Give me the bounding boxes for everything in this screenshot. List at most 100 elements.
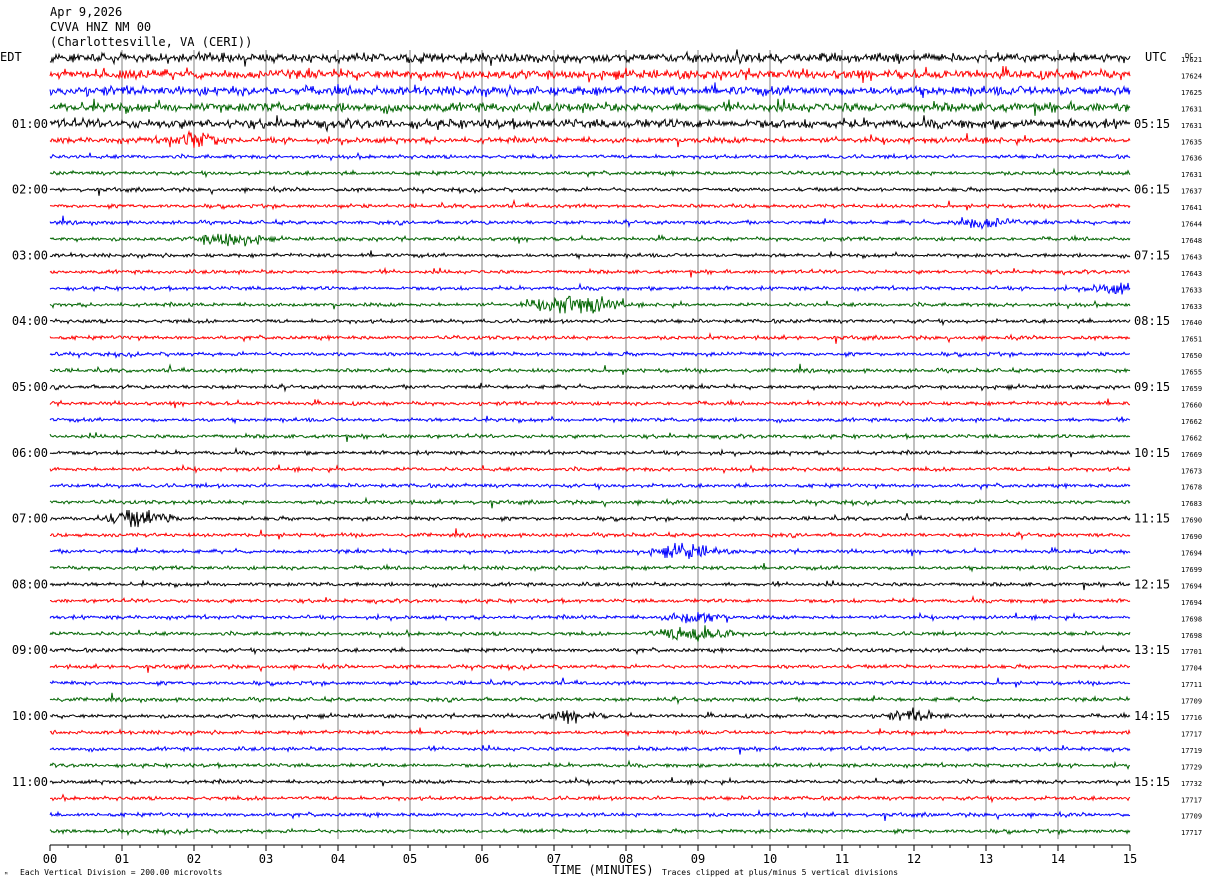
dc-offset-label: 17643	[1181, 270, 1202, 278]
dc-offset-label: 17662	[1181, 418, 1202, 426]
seismic-trace	[49, 250, 1131, 260]
right-hour-label: 10:15	[1134, 446, 1170, 460]
seismic-trace	[49, 266, 1131, 278]
dc-offset-label: 17650	[1181, 352, 1202, 360]
right-hour-label: 12:15	[1134, 577, 1170, 591]
seismic-trace	[49, 707, 1131, 724]
dc-offset-label: 17709	[1181, 813, 1202, 821]
minute-gridlines	[121, 50, 1059, 840]
right-hour-labels: 05:15 06:15 07:15 08:15 09:15 10:15 11:15 12:15…	[1134, 117, 1170, 789]
left-hour-label: 04:00	[12, 314, 48, 328]
seismic-trace	[49, 481, 1131, 491]
dc-offset-label: 17669	[1181, 451, 1202, 459]
station-label: CVVA HNZ NM 00	[50, 20, 151, 34]
dc-offset-label: 17729	[1181, 763, 1202, 771]
seismic-trace	[49, 776, 1131, 787]
seismic-trace	[49, 563, 1131, 573]
seismic-trace	[49, 317, 1131, 327]
seismic-trace	[49, 129, 1131, 149]
dc-offset-label: 17660	[1181, 401, 1202, 409]
seismic-trace	[49, 827, 1131, 837]
dc-offset-label: 17643	[1181, 253, 1202, 261]
right-hour-label: 07:15	[1134, 248, 1170, 262]
scale-icon: ᴹ	[4, 871, 8, 879]
seismic-trace	[49, 744, 1131, 755]
right-hour-label: 15:15	[1134, 775, 1170, 789]
seismic-trace	[49, 528, 1131, 541]
dc-offset-label: 17651	[1181, 336, 1202, 344]
dc-offset-label: 17690	[1181, 533, 1202, 541]
seismic-trace	[49, 542, 1131, 559]
seismic-trace	[49, 65, 1131, 84]
x-tick-label: 04	[331, 852, 345, 866]
dc-offset-label: 17701	[1181, 648, 1202, 656]
right-hour-label: 09:15	[1134, 380, 1170, 394]
scale-note: Each Vertical Division = 200.00 microvol…	[20, 868, 222, 877]
x-tick-label: 12	[907, 852, 921, 866]
left-hour-label: 07:00	[12, 512, 48, 526]
dc-offset-label: 17698	[1181, 632, 1202, 640]
dc-offset-label: 17711	[1181, 681, 1202, 689]
dc-offset-label: 17719	[1181, 747, 1202, 755]
dc-offset-label: 17637	[1181, 188, 1202, 196]
seismic-trace	[49, 496, 1131, 509]
left-hour-label: 03:00	[12, 248, 48, 262]
seismic-trace	[49, 295, 1131, 314]
right-hour-label: 14:15	[1134, 709, 1170, 723]
right-timezone-label: UTC	[1145, 50, 1167, 64]
dc-offset-label: 17732	[1181, 780, 1202, 788]
dc-offset-label: 17698	[1181, 615, 1202, 623]
seismic-trace	[49, 677, 1131, 688]
right-hour-label: 05:15	[1134, 117, 1170, 131]
left-hour-label: 09:00	[12, 643, 48, 657]
seismic-trace	[49, 115, 1131, 133]
dc-offset-labels: 17621 17624 17625 17631 17631 17635 17636 17631…	[1181, 56, 1202, 837]
seismic-trace	[49, 415, 1131, 425]
right-hour-label: 06:15	[1134, 183, 1170, 197]
dc-offset-label: 17625	[1181, 89, 1202, 97]
dc-offset-label: 17716	[1181, 714, 1202, 722]
location-label: (Charlottesville, VA (CERI))	[50, 35, 252, 49]
x-tick-label: 09	[691, 852, 705, 866]
dc-offset-label: 17694	[1181, 599, 1202, 607]
seismic-trace	[49, 463, 1131, 475]
left-hour-label: 05:00	[12, 380, 48, 394]
dc-offset-label: 17635	[1181, 138, 1202, 146]
seismic-trace	[49, 611, 1131, 624]
seismic-trace	[49, 82, 1131, 98]
dc-offset-label: 17659	[1181, 385, 1202, 393]
dc-offset-label: 17678	[1181, 484, 1202, 492]
seismic-trace	[49, 432, 1131, 442]
seismic-trace	[50, 793, 1131, 804]
seismic-trace	[49, 198, 1131, 211]
seismic-trace	[49, 809, 1131, 821]
seismic-trace	[49, 595, 1131, 605]
dc-offset-label: 17624	[1181, 72, 1202, 80]
seismic-trace	[49, 580, 1131, 591]
seismic-trace	[49, 282, 1131, 295]
left-hour-label: 10:00	[12, 709, 48, 723]
left-timezone-label: EDT	[0, 50, 22, 64]
x-tick-label: 13	[979, 852, 993, 866]
seismic-trace	[49, 167, 1131, 179]
dc-offset-label: 17694	[1181, 582, 1202, 590]
left-hour-label: 11:00	[12, 775, 48, 789]
dc-offset-label: 17694	[1181, 550, 1202, 558]
dc-offset-label: 17631	[1181, 171, 1202, 179]
dc-offset-label: 17717	[1181, 796, 1202, 804]
dc-offset-label: 17683	[1181, 500, 1202, 508]
dc-offset-label: 17640	[1181, 319, 1202, 327]
dc-offset-label: 17709	[1181, 698, 1202, 706]
date-label: Apr 9,2026	[50, 5, 122, 19]
seismic-trace	[49, 363, 1131, 375]
dc-offset-label: 17717	[1181, 829, 1202, 837]
seismic-trace	[49, 185, 1131, 196]
x-tick-label: 05	[403, 852, 417, 866]
dc-offset-label: 17633	[1181, 286, 1202, 294]
seismic-trace	[49, 98, 1131, 116]
seismic-trace	[49, 49, 1131, 67]
dc-offset-label: 17631	[1181, 122, 1202, 130]
seismic-trace	[49, 215, 1131, 230]
x-tick-label: 06	[475, 852, 489, 866]
